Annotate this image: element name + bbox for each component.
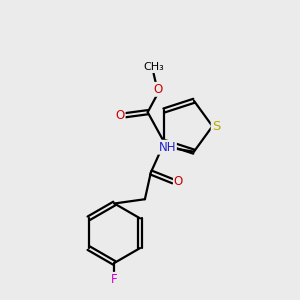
Text: O: O: [116, 109, 125, 122]
Text: O: O: [174, 175, 183, 188]
Text: F: F: [111, 273, 118, 286]
Text: CH₃: CH₃: [143, 62, 164, 72]
Text: S: S: [212, 120, 220, 133]
Text: NH: NH: [158, 141, 176, 154]
Text: O: O: [154, 83, 163, 96]
